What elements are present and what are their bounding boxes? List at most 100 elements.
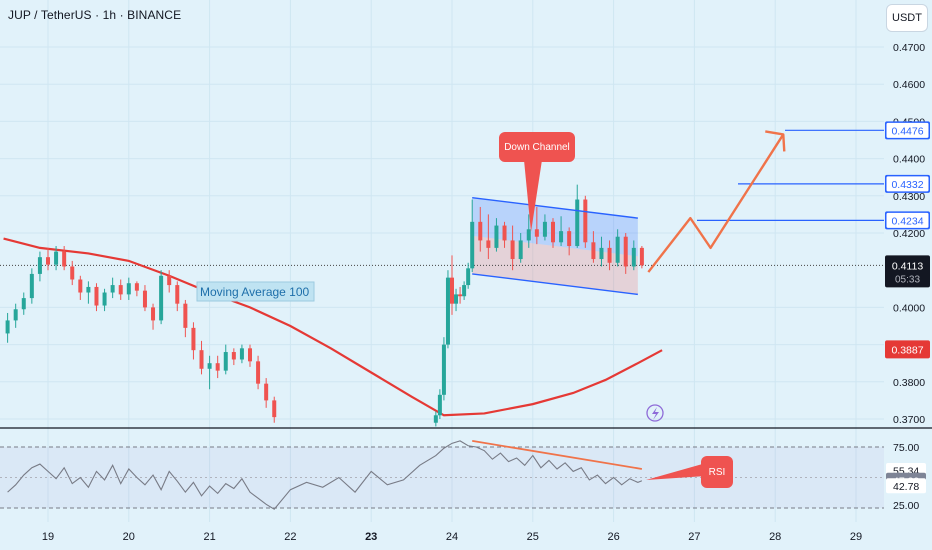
candle-body xyxy=(142,290,147,308)
rsi-callout: RSI xyxy=(646,456,733,488)
candle-body xyxy=(231,352,236,360)
price-tick-label: 0.4600 xyxy=(893,79,925,91)
rsi-tick-label: 75.00 xyxy=(893,442,919,454)
candle xyxy=(518,233,523,263)
candle xyxy=(118,279,123,300)
candle xyxy=(494,218,499,252)
candle-body xyxy=(29,273,34,299)
price-marker-label: 0.4332 xyxy=(891,179,923,191)
channel-upper-fill xyxy=(472,197,638,257)
price-tick-label: 0.4300 xyxy=(893,191,925,203)
candle-body xyxy=(167,275,172,286)
candle-body xyxy=(248,348,252,362)
moving-average-line xyxy=(3,237,663,417)
candle-body xyxy=(46,257,50,265)
candle xyxy=(583,195,588,248)
candle-body xyxy=(458,294,463,297)
time-axis[interactable]: 19 20 21 22 23 24 25 26 27 28 29 xyxy=(42,531,862,543)
candle-body xyxy=(607,247,612,263)
candle xyxy=(272,396,277,423)
candle-body xyxy=(264,383,269,401)
candle xyxy=(142,285,147,312)
ma-label-text: Moving Average 100 xyxy=(200,285,310,299)
candle-body xyxy=(207,363,212,369)
candle-body xyxy=(445,277,450,345)
candle-body xyxy=(433,415,438,423)
currency-unit-button[interactable]: USDT xyxy=(886,4,928,32)
candle xyxy=(526,214,531,248)
candle-body xyxy=(518,240,523,260)
current-price-badge xyxy=(885,255,930,288)
price-marker-inner xyxy=(886,122,929,138)
candle xyxy=(631,240,636,271)
candle-body xyxy=(272,400,277,418)
candle xyxy=(110,277,115,299)
price-tick-label: 0.4700 xyxy=(893,42,925,54)
candle xyxy=(102,288,107,312)
lightning-icon[interactable] xyxy=(646,404,664,422)
candle-body xyxy=(54,251,59,265)
candle xyxy=(607,240,612,271)
candle-body xyxy=(94,286,99,306)
candle xyxy=(215,355,220,379)
candle xyxy=(559,216,564,247)
candle xyxy=(231,348,236,366)
time-tick-label: 21 xyxy=(203,531,215,543)
price-tick-label: 0.4200 xyxy=(893,228,925,240)
candle xyxy=(502,221,507,248)
candle-body xyxy=(551,221,555,243)
candle xyxy=(151,303,156,330)
candle xyxy=(486,214,491,260)
candle xyxy=(191,322,196,360)
candle xyxy=(542,214,547,241)
candle xyxy=(441,337,446,401)
symbol-header[interactable]: JUP / TetherUS · 1h · BINANCE xyxy=(8,8,182,22)
candle-body xyxy=(567,231,572,247)
candle xyxy=(126,277,131,300)
candle-body xyxy=(102,292,107,306)
projection-arrowhead xyxy=(765,130,786,152)
candle-body xyxy=(450,277,454,304)
rsi-line xyxy=(7,440,643,510)
candle-body xyxy=(478,221,483,241)
rsi-pane xyxy=(0,440,884,510)
candle xyxy=(437,389,442,419)
rsi-divergence-line xyxy=(472,440,643,470)
down-channel-callout: Down Channel xyxy=(499,132,575,232)
price-axis[interactable]: 0.47000.46000.45000.44000.43000.42000.40… xyxy=(885,42,930,512)
candle xyxy=(5,312,10,343)
candle-body xyxy=(631,247,636,267)
candle xyxy=(175,281,180,312)
candle-body xyxy=(62,251,67,267)
price-tick-label: 0.3800 xyxy=(893,377,925,389)
rsi-level-label: 42.78 xyxy=(893,481,919,493)
candle xyxy=(207,355,212,390)
price-tick-label: 0.4400 xyxy=(893,154,925,166)
candle-body xyxy=(13,309,18,321)
candle xyxy=(551,218,555,248)
candle-body xyxy=(191,327,196,351)
candle-body xyxy=(583,199,588,243)
candle xyxy=(445,270,450,349)
time-tick-label: 24 xyxy=(446,531,458,543)
candle xyxy=(466,262,471,289)
rsi-callout-label: RSI xyxy=(709,467,726,478)
candle xyxy=(478,206,483,252)
candle-body xyxy=(510,240,515,260)
candle-body xyxy=(494,225,499,248)
candle-body xyxy=(559,231,564,243)
candle-body xyxy=(466,268,471,286)
price-pane xyxy=(0,129,884,427)
lightning-icon-bolt xyxy=(652,407,659,420)
channel-upper-line xyxy=(472,196,638,219)
candle-body xyxy=(239,348,244,360)
candle-body xyxy=(623,236,628,267)
ma-price-label: 0.3887 xyxy=(891,344,923,356)
candle-body xyxy=(199,350,204,369)
ma-price-badge xyxy=(885,340,930,359)
time-tick-label: 20 xyxy=(123,531,135,543)
channel-lower-line xyxy=(472,273,638,296)
candle-body xyxy=(175,285,180,304)
candle-body xyxy=(151,307,156,321)
